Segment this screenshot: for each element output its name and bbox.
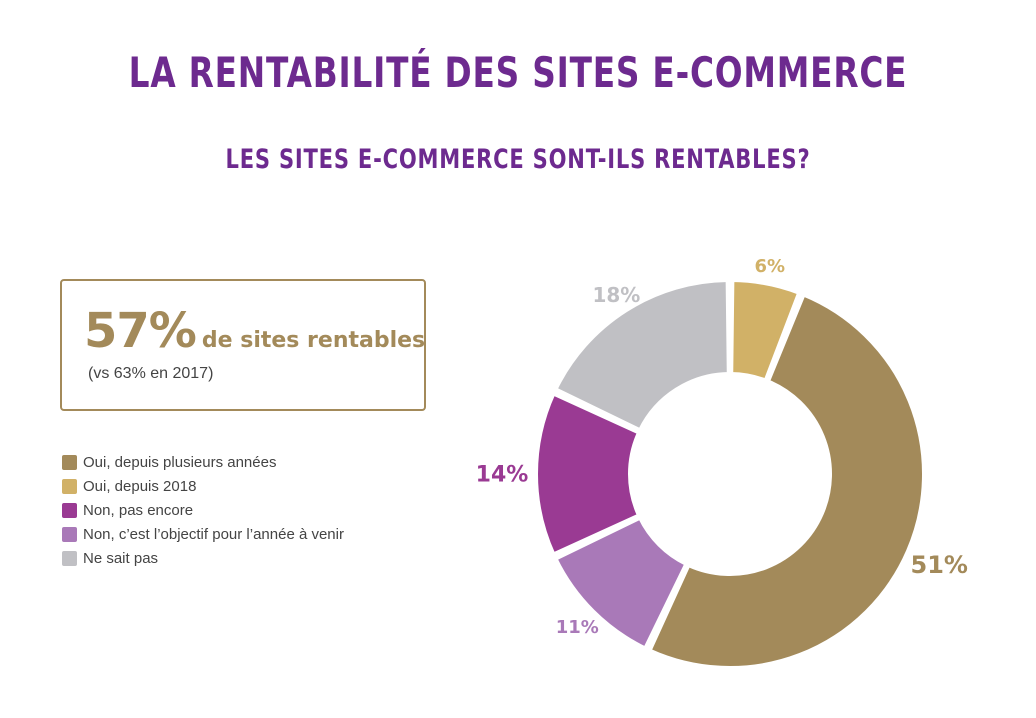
legend-label: Oui, depuis plusieurs années [83, 453, 277, 471]
donut-slices [534, 277, 926, 670]
legend-label: Non, c’est l’objectif pour l’année à ven… [83, 525, 344, 543]
highlight-note: (vs 63% en 2017) [88, 365, 214, 382]
legend-swatch [62, 550, 77, 566]
donut-labels: 6% 51% 11% 14% 18% [476, 256, 968, 638]
donut-slice [534, 390, 642, 558]
legend-swatch [62, 526, 77, 542]
slice-value-label: 14% [476, 463, 529, 488]
legend-item: Ne sait pas [62, 546, 422, 570]
highlight-text: de sites rentables [201, 328, 426, 353]
legend-swatch [62, 502, 77, 518]
legend: Oui, depuis plusieurs années Oui, depuis… [62, 450, 422, 570]
chart-subtitle: LES SITES E-COMMERCE SONT-ILS RENTABLES? [225, 144, 811, 175]
legend-item: Non, c’est l’objectif pour l’année à ven… [62, 522, 422, 546]
legend-item: Oui, depuis plusieurs années [62, 450, 422, 474]
highlight-line: 57% de sites rentables [84, 303, 425, 359]
legend-item: Oui, depuis 2018 [62, 474, 422, 498]
donut-slice [552, 277, 731, 433]
donut-slice [552, 515, 689, 652]
donut-slice [646, 291, 926, 670]
donut-slice [729, 277, 802, 384]
slice-value-label: 18% [592, 283, 640, 307]
highlight-box: 57% de sites rentables (vs 63% en 2017) [60, 279, 426, 411]
legend-swatch [62, 478, 77, 494]
legend-item: Non, pas encore [62, 498, 422, 522]
legend-label: Oui, depuis 2018 [83, 477, 197, 495]
slice-value-label: 6% [754, 256, 785, 277]
highlight-value: 57% [84, 303, 197, 359]
chart-title: LA RENTABILITÉ DES SITES E-COMMERCE [128, 48, 908, 97]
slice-value-label: 11% [556, 617, 599, 638]
slice-value-label: 51% [911, 551, 968, 579]
legend-label: Ne sait pas [83, 549, 159, 567]
legend-label: Non, pas encore [83, 501, 194, 519]
legend-swatch [62, 454, 77, 470]
